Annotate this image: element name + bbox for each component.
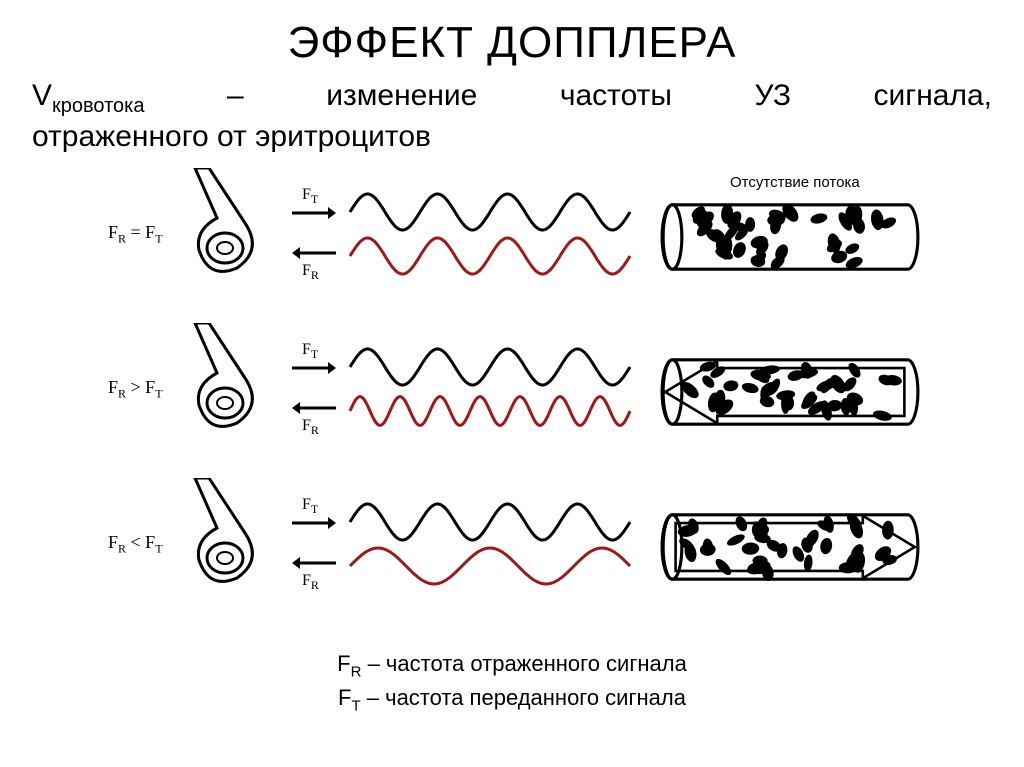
wave-reflected-1 <box>340 236 640 276</box>
probe-icon <box>185 478 285 588</box>
fr-label-2: FR <box>302 417 319 438</box>
arrow-left-icon <box>292 246 336 260</box>
subtitle-line2: отраженного от эритроцитов <box>0 120 1024 154</box>
ft-label-2: FT <box>302 341 318 362</box>
wave-reflected-3 <box>340 546 640 586</box>
relation-2: FR > FT <box>108 377 163 402</box>
ft-label-3: FT <box>302 496 318 517</box>
row-no-flow: FR = FT FT FR Отсутствие потока <box>0 164 1024 304</box>
var-v: V <box>32 79 52 112</box>
legend: FR – частота отраженного сигнала FT – ча… <box>0 649 1024 716</box>
probe-icon <box>185 323 285 433</box>
page-title: ЭФФЕКТ ДОППЛЕРА <box>0 0 1024 68</box>
fr-label-1: FR <box>302 262 319 283</box>
row-flow-away: FR < FT FT FR <box>0 474 1024 614</box>
probe-icon <box>185 168 285 278</box>
var-v-sub: кровотока <box>52 95 144 117</box>
relation-3: FR < FT <box>108 532 163 557</box>
fr-label-3: FR <box>302 572 319 593</box>
vessel-3 <box>660 508 920 586</box>
arrow-left-icon <box>292 556 336 570</box>
no-flow-label: Отсутствие потока <box>730 174 860 191</box>
wave-transmitted-1 <box>340 192 640 232</box>
vessel-1 <box>660 198 920 276</box>
wave-transmitted-2 <box>340 347 640 387</box>
legend-fr: FR – частота отраженного сигнала <box>0 649 1024 683</box>
relation-1: FR = FT <box>108 222 163 247</box>
vessel-2 <box>660 353 920 431</box>
ft-label-1: FT <box>302 186 318 207</box>
row-flow-toward: FR > FT FT FR <box>0 319 1024 459</box>
arrow-right-icon <box>292 361 336 375</box>
subtitle-line1: Vкровотока – изменение частоты УЗ сигнал… <box>0 68 1024 120</box>
subtitle-text1: – изменение частоты УЗ сигнала, <box>144 79 992 112</box>
arrow-right-icon <box>292 516 336 530</box>
diagram-area: FR = FT FT FR Отсутствие потока FR > FT <box>0 164 1024 644</box>
legend-ft: FT – частота переданного сигнала <box>0 683 1024 717</box>
arrow-left-icon <box>292 401 336 415</box>
wave-reflected-2 <box>340 391 640 431</box>
wave-transmitted-3 <box>340 502 640 542</box>
arrow-right-icon <box>292 206 336 220</box>
